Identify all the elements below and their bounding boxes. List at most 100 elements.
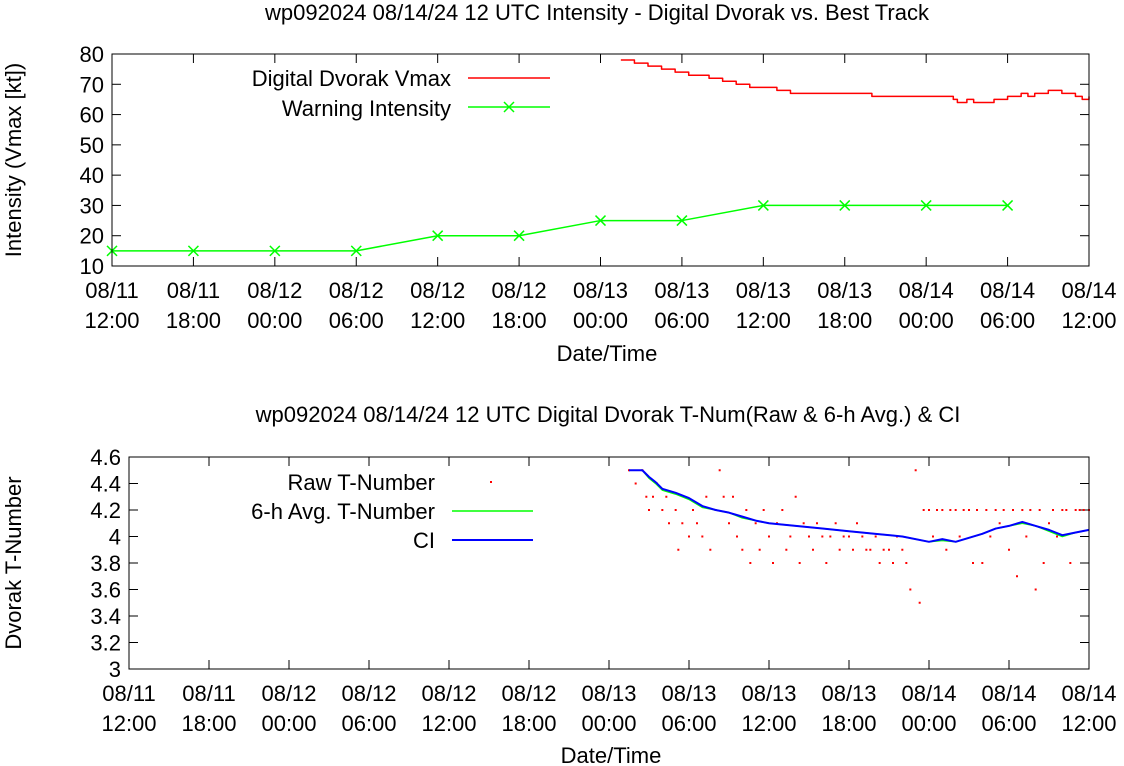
tnumber-series-raw-t-number-point	[829, 535, 832, 538]
tnumber-ytick-label: 3.8	[90, 551, 121, 576]
tnumber-ytick-label: 3	[109, 657, 121, 682]
tnumber-series-raw-t-number-point	[812, 548, 814, 551]
tnumber-series-raw-t-number-point	[874, 535, 877, 538]
tnumber-series-raw-t-number-point	[954, 509, 957, 511]
tnumber-series-raw-t-number-point	[981, 562, 984, 564]
tnumber-xtick-time: 00:00	[261, 711, 316, 736]
intensity-series-warning-intensity-marker	[839, 199, 851, 211]
tnumber-xtick-date: 08/13	[581, 681, 636, 706]
intensity-series-warning-intensity-marker	[350, 245, 362, 257]
tnumber-series-raw-t-number-point	[785, 548, 788, 551]
tnumber-ytick-label: 4	[109, 525, 121, 550]
tnumber-chart-xlabel: Date/Time	[561, 743, 662, 766]
intensity-xtick-time: 00:00	[899, 308, 954, 333]
intensity-chart-frame	[111, 53, 1090, 267]
intensity-series-digital-dvorak-vmax-line	[620, 59, 1090, 104]
tnumber-series-raw-t-number-point	[1061, 509, 1064, 511]
tnumber-series-raw-t-number-point	[688, 535, 690, 538]
tnumber-xtick-date: 08/12	[501, 681, 556, 706]
intensity-series-warning-intensity-marker	[1002, 199, 1014, 211]
tnumber-series-raw-t-number-point	[1016, 575, 1018, 578]
intensity-series-warning-intensity-marker-stroke	[676, 215, 688, 227]
intensity-xtick-time: 12:00	[1061, 308, 1116, 333]
tnumber-xtick-date: 08/14	[901, 681, 956, 706]
tnumber-series-raw-t-number-point	[634, 482, 637, 485]
intensity-xtick-date: 08/14	[980, 278, 1035, 303]
legend-marker-warning-intensity	[503, 101, 515, 113]
tnumber-xtick-date: 08/12	[261, 681, 316, 706]
tnumber-series-raw-t-number-point	[1074, 509, 1077, 511]
intensity-chart-legend: Digital Dvorak Vmax Warning Intensity	[252, 66, 550, 121]
intensity-ytick-label: 20	[80, 224, 104, 249]
intensity-ytick-label: 50	[80, 133, 104, 158]
tnumber-xtick-time: 12:00	[421, 711, 476, 736]
tnumber-xtick-time: 18:00	[821, 711, 876, 736]
intensity-series-warning-intensity-marker	[757, 199, 769, 211]
tnumber-series-raw-t-number-point	[745, 509, 748, 511]
tnumber-xtick-time: 18:00	[501, 711, 556, 736]
intensity-series-warning-intensity-line	[112, 204, 1008, 252]
tnumber-series-raw-t-number-point	[692, 509, 694, 511]
tnumber-xtick-time: 06:00	[341, 711, 396, 736]
intensity-xtick-time: 00:00	[247, 308, 302, 333]
intensity-xtick-date: 08/13	[573, 278, 628, 303]
tnumber-series-raw-t-number-point	[668, 522, 670, 525]
intensity-xtick-date: 08/12	[329, 278, 384, 303]
tnumber-series-raw-t-number-point	[808, 535, 810, 538]
tnumber-series-raw-t-number-point	[762, 509, 765, 511]
intensity-series-warning-intensity-marker-stroke	[594, 215, 607, 227]
tnumber-series-raw-t-number-point	[1008, 548, 1010, 551]
tnumber-series-raw-t-number-point	[958, 535, 961, 538]
tnumber-xtick-date: 08/11	[102, 681, 155, 706]
tnumber-series-raw-t-number-point	[909, 588, 912, 591]
tnumber-series-raw-t-number-point	[768, 535, 770, 538]
tnumber-xtick-time: 00:00	[901, 711, 956, 736]
tnumber-series-raw-t-number-point	[1052, 509, 1054, 511]
tnumber-series-raw-t-number-point	[798, 562, 801, 564]
tnumber-series-raw-t-number-point	[1065, 509, 1068, 511]
tnumber-series-raw-t-number-point	[838, 548, 841, 551]
tnumber-xtick-date: 08/13	[661, 681, 716, 706]
tnumber-series-raw-t-number-point	[1025, 535, 1028, 538]
intensity-xtick-date: 08/14	[899, 278, 954, 303]
intensity-ytick-label: 10	[80, 254, 104, 279]
intensity-series-warning-intensity-marker-stroke	[350, 245, 362, 257]
tnumber-series-raw-t-number-point	[848, 535, 850, 538]
intensity-chart-title: wp092024 08/14/24 12 UTC Intensity - Dig…	[264, 0, 930, 25]
intensity-ytick-label: 70	[80, 72, 104, 97]
intensity-xtick-time: 18:00	[166, 308, 221, 333]
intensity-chart: wp092024 08/14/24 12 UTC Intensity - Dig…	[1, 0, 1117, 366]
intensity-xtick-date: 08/12	[410, 278, 465, 303]
tnumber-series-raw-t-number-point	[918, 601, 921, 604]
tnumber-series-raw-t-number-point	[842, 535, 845, 538]
intensity-xtick-time: 18:00	[492, 308, 547, 333]
tnumber-series-raw-t-number-point	[661, 509, 664, 511]
tnumber-chart-frame	[128, 456, 1090, 670]
tnumber-series-raw-t-number-point	[932, 535, 934, 538]
legend-label-ci: CI	[413, 528, 435, 553]
tnumber-xtick-date: 08/14	[981, 681, 1036, 706]
tnumber-series-raw-t-number-point	[852, 548, 854, 551]
legend-swatch-raw-tnumber	[490, 481, 492, 483]
intensity-ytick-label: 80	[80, 42, 104, 67]
intensity-xtick-date: 08/11	[85, 278, 138, 303]
intensity-xtick-time: 12:00	[410, 308, 465, 333]
intensity-xtick-date: 08/13	[736, 278, 791, 303]
legend-label-dvorak-vmax: Digital Dvorak Vmax	[252, 66, 451, 91]
intensity-xtick-date: 08/13	[654, 278, 709, 303]
tnumber-series-raw-t-number-point	[718, 469, 721, 472]
intensity-xtick-time: 00:00	[573, 308, 628, 333]
intensity-series-warning-intensity-marker-stroke	[757, 199, 769, 211]
tnumber-series-raw-t-number-point	[677, 548, 680, 551]
tnumber-xtick-time: 06:00	[661, 711, 716, 736]
tnumber-series-raw-t-number-point	[922, 509, 925, 511]
tnumber-series-raw-t-number-point	[681, 522, 684, 525]
tnumber-series-ci-line	[629, 469, 1090, 543]
intensity-series-warning-intensity-marker-stroke	[1002, 199, 1014, 211]
intensity-xtick-time: 18:00	[817, 308, 872, 333]
tnumber-series-raw-t-number-point	[816, 522, 818, 525]
tnumber-series-raw-t-number-point	[741, 548, 744, 551]
intensity-series-warning-intensity-marker	[676, 215, 688, 227]
intensity-series-warning-intensity-marker-stroke	[513, 230, 525, 242]
intensity-series-warning-intensity-marker-stroke	[269, 245, 281, 257]
